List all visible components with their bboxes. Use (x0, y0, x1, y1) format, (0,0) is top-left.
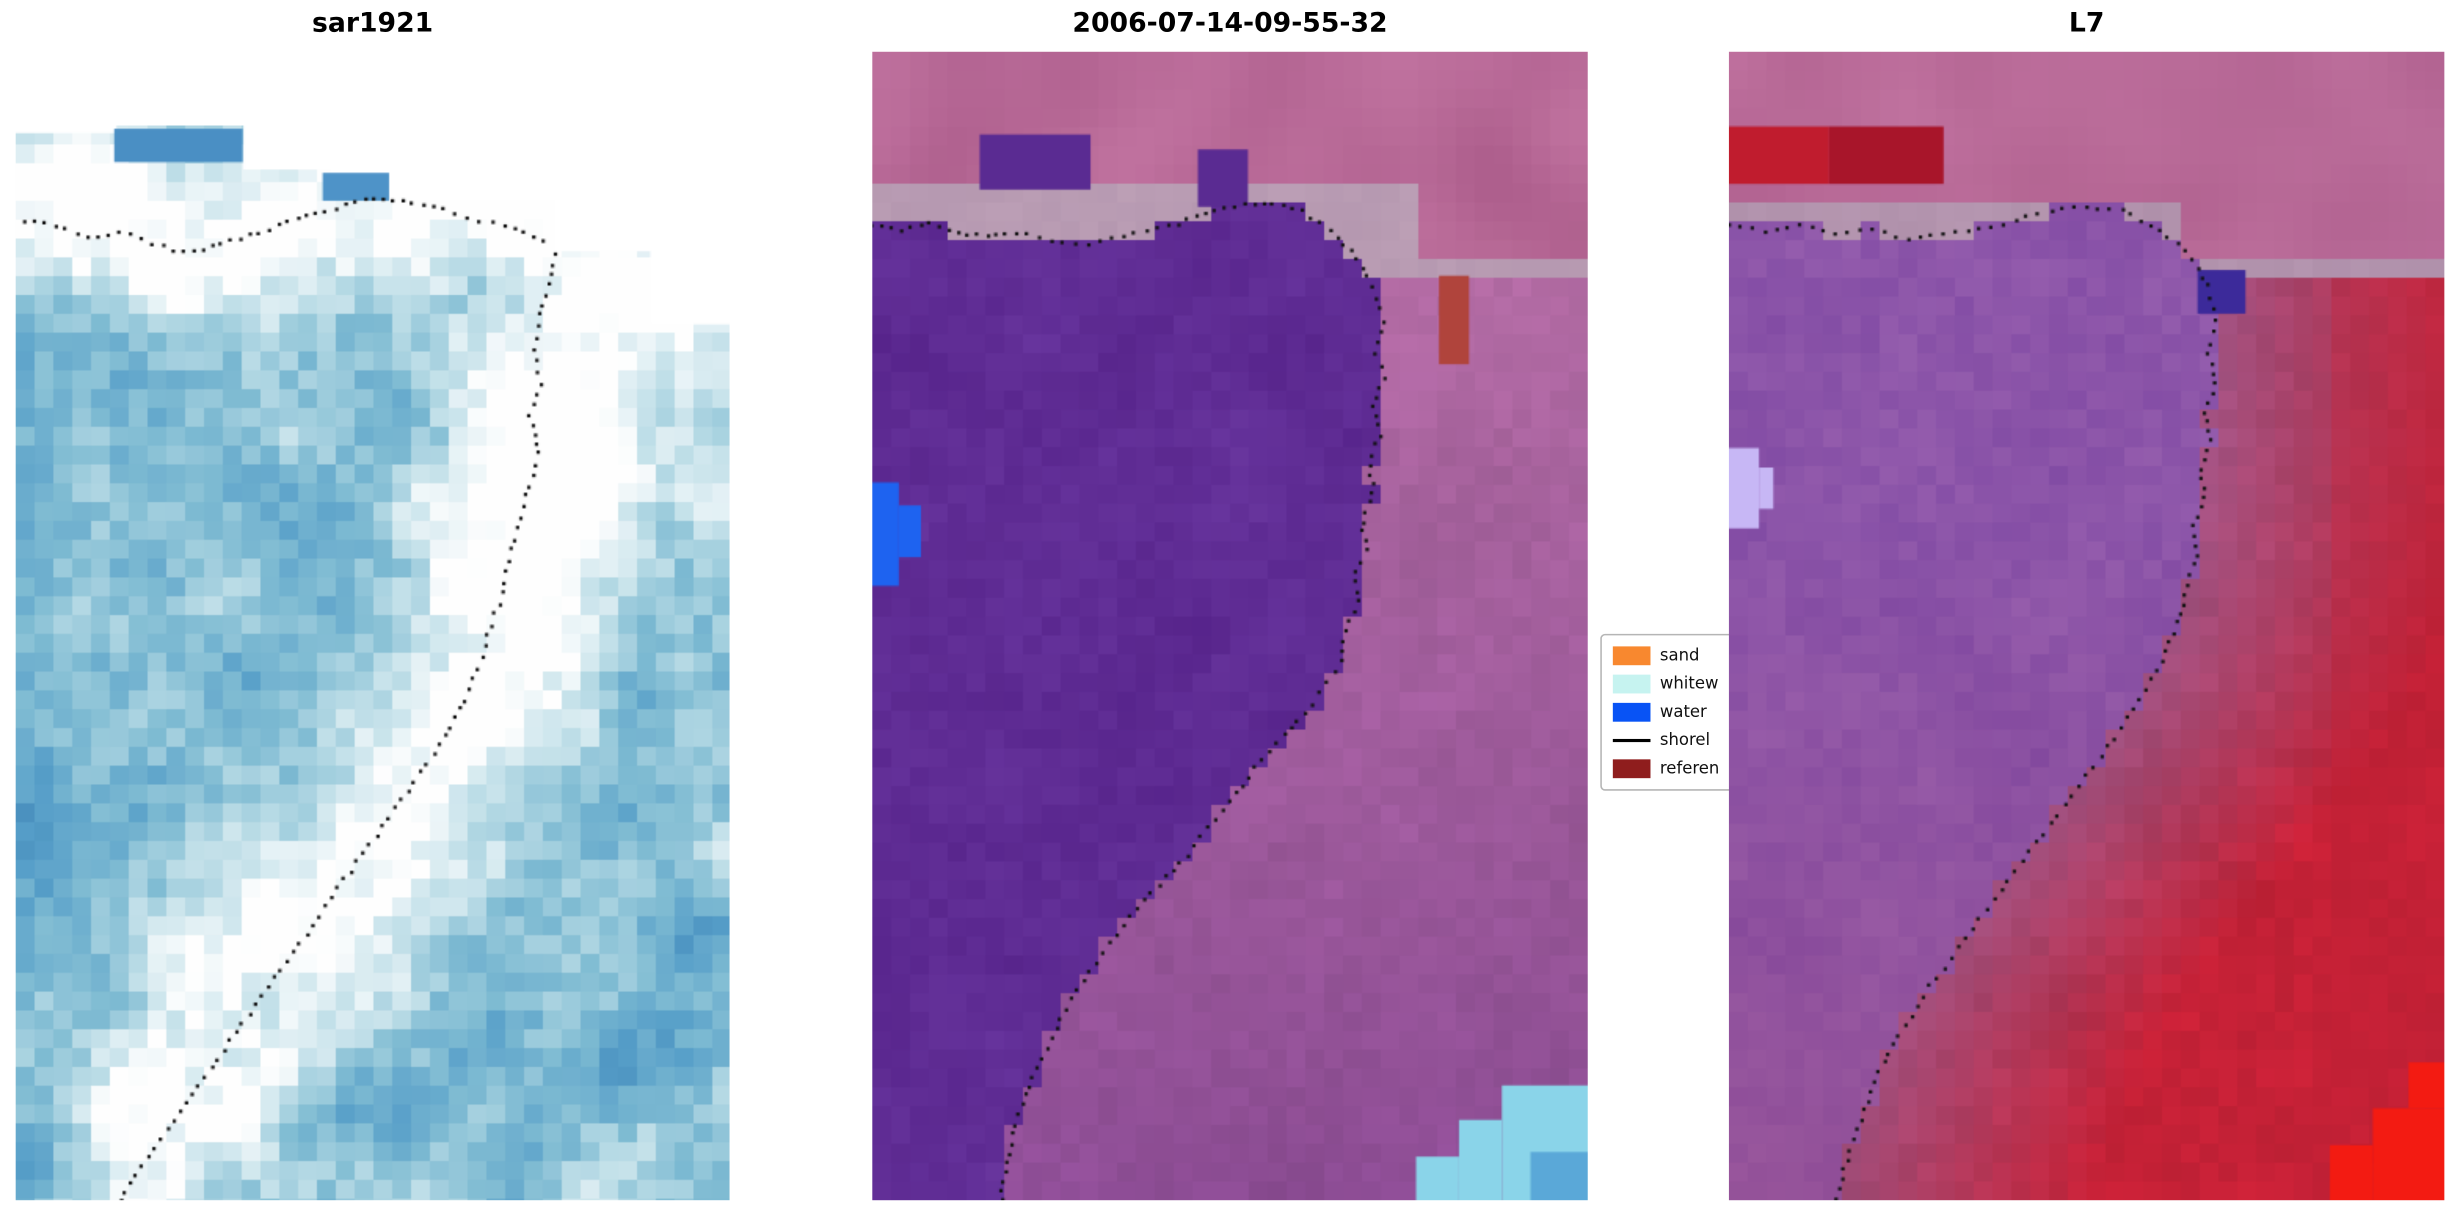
legend-label: sand (1659, 646, 1700, 666)
reference-swatch (1612, 759, 1651, 779)
shoreline-swatch (1612, 738, 1651, 743)
legend-label: shorel (1659, 731, 1711, 750)
legend-item-shoreline: shorel (1612, 730, 1739, 752)
classified-image (872, 51, 1588, 1201)
legend-label: whitew (1659, 674, 1719, 694)
sar1921-image (15, 125, 730, 1201)
legend-label: referen (1659, 759, 1720, 779)
legend-label: water (1659, 702, 1707, 722)
water-swatch (1612, 702, 1651, 722)
legend-item-reference: referen (1612, 758, 1739, 780)
l7-image (1728, 51, 2445, 1201)
whitewater-swatch (1612, 674, 1651, 694)
panel-title-date: 2006-07-14-09-55-32 (1072, 7, 1388, 40)
panel-title-sar1921: sar1921 (311, 7, 434, 40)
sand-swatch (1612, 646, 1651, 666)
legend-item-whitewater: whitew (1612, 673, 1739, 695)
panel-title-l7: L7 (2068, 7, 2105, 40)
legend-item-sand: sand (1612, 645, 1739, 667)
legend-item-water: water (1612, 701, 1739, 723)
legend: sand whitew water shorel referen (1600, 633, 1751, 791)
